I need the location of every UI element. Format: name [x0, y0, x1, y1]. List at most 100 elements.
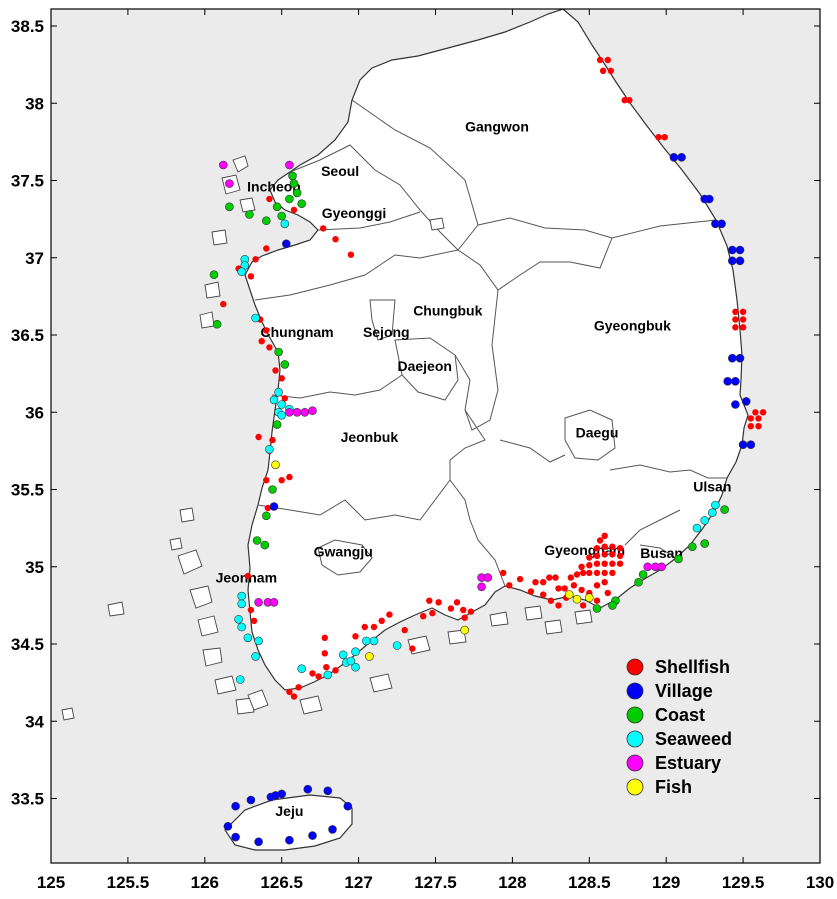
village-site: [223, 821, 233, 831]
coast-site: [687, 542, 697, 552]
shellfish-site: [426, 597, 433, 604]
shellfish-site: [570, 582, 578, 589]
coast-site: [272, 202, 282, 212]
shellfish-site: [263, 327, 270, 334]
shellfish-site: [361, 623, 368, 631]
legend-marker-fish: [626, 778, 644, 796]
shellfish-site: [578, 563, 585, 570]
seaweed-site: [254, 636, 263, 646]
coast-site: [700, 539, 710, 548]
y-tick-label: 38.5: [11, 17, 44, 36]
seaweed-site: [277, 410, 287, 420]
x-tick-label: 127: [344, 873, 372, 892]
shellfish-site: [321, 634, 328, 641]
legend-label-seaweed: Seaweed: [655, 729, 732, 749]
shellfish-site: [460, 606, 467, 614]
shellfish-site: [616, 545, 624, 552]
region-label-jeonbuk: Jeonbuk: [341, 429, 399, 445]
shellfish-site: [506, 582, 513, 589]
shellfish-site: [290, 206, 298, 214]
region-label-incheon: Incheon: [247, 179, 301, 195]
region-labels: Gangwon Seoul Incheon Gyeonggi ChungbukSejon…: [216, 118, 732, 818]
region-label-gangwon: Gangwon: [465, 118, 529, 134]
coast-site: [285, 194, 294, 204]
x-axis: 125 125.5 126 126.5 127 127.5 128 128.5 129 129.5…: [37, 9, 834, 892]
shellfish-site: [759, 409, 767, 416]
village-site: [731, 376, 740, 386]
shellfish-site: [579, 569, 587, 577]
shellfish-site: [593, 597, 601, 604]
shellfish-site: [621, 97, 628, 104]
region-label-gyeonggi: Gyeonggi: [322, 205, 387, 221]
coast-site: [289, 179, 299, 188]
shellfish-site: [747, 415, 754, 422]
fish-site: [460, 625, 470, 635]
shellfish-site: [332, 667, 339, 674]
legend-marker-coast: [626, 706, 644, 724]
seaweed-site: [323, 670, 333, 680]
legend-label-village: Village: [655, 681, 713, 701]
shellfish-site: [552, 574, 559, 581]
village-site: [746, 440, 756, 450]
estuary-site: [308, 406, 317, 416]
seaweed-site: [700, 516, 710, 525]
estuary-site: [269, 597, 279, 607]
shellfish-site: [352, 633, 359, 640]
shellfish-site: [732, 308, 739, 315]
x-tick-label: 125.5: [107, 873, 150, 892]
seaweed-site: [711, 500, 720, 510]
shellfish-site: [561, 585, 568, 592]
x-tick-label: 129: [652, 873, 680, 892]
village-site: [343, 801, 353, 811]
x-tick-label: 125: [37, 873, 65, 892]
coast-site: [261, 216, 271, 225]
shellfish-site: [540, 579, 547, 586]
shellfish-site: [593, 552, 601, 560]
coast-site: [225, 202, 234, 212]
shellfish-site: [347, 251, 355, 258]
y-axis: 38.5 38 37.5 37 36.5 36 35.5 35 34.5 34 33.5: [11, 17, 820, 809]
shellfish-site: [573, 571, 581, 578]
shellfish-site: [269, 436, 276, 444]
x-tick-label: 129.5: [722, 873, 765, 892]
seaweed-site: [251, 652, 260, 661]
seaweed-site: [237, 591, 246, 601]
coast-site: [252, 536, 262, 545]
shellfish-site: [655, 134, 662, 141]
seaweed-site: [269, 395, 279, 405]
legend-marker-village: [626, 682, 644, 700]
shellfish-site: [247, 606, 255, 614]
shellfish-site: [601, 532, 608, 539]
village-site: [677, 153, 686, 162]
estuary-site: [643, 562, 653, 572]
legend-marker-seaweed: [626, 730, 644, 748]
y-tick-label: 36.5: [11, 326, 44, 345]
province-boundaries: [254, 99, 727, 587]
fish-site: [584, 593, 594, 603]
seaweed-site: [351, 647, 360, 657]
seaweed-site: [369, 636, 379, 646]
seaweed-site: [234, 614, 243, 624]
legend-label-fish: Fish: [655, 777, 692, 797]
fish-site: [564, 590, 574, 599]
village-site: [269, 502, 279, 511]
shellfish-site: [555, 585, 562, 592]
coast-site: [268, 485, 277, 494]
shellfish-site: [278, 375, 285, 382]
shellfish-site: [604, 56, 611, 64]
shellfish-site: [601, 551, 608, 558]
village-site: [303, 784, 313, 794]
shellfish-site: [252, 256, 259, 263]
shellfish-site: [272, 367, 279, 374]
legend-label-estuary: Estuary: [655, 753, 721, 773]
shellfish-site: [220, 300, 227, 308]
shellfish-site: [409, 645, 416, 652]
village-site: [727, 256, 737, 266]
seaweed-site: [297, 664, 307, 674]
shellfish-site: [579, 602, 587, 609]
legend: Shellfish Village Coast Seaweed Estuary Fish: [626, 657, 732, 797]
village-site: [717, 219, 726, 229]
y-tick-label: 34: [25, 712, 44, 731]
seaweed-site: [351, 662, 360, 672]
